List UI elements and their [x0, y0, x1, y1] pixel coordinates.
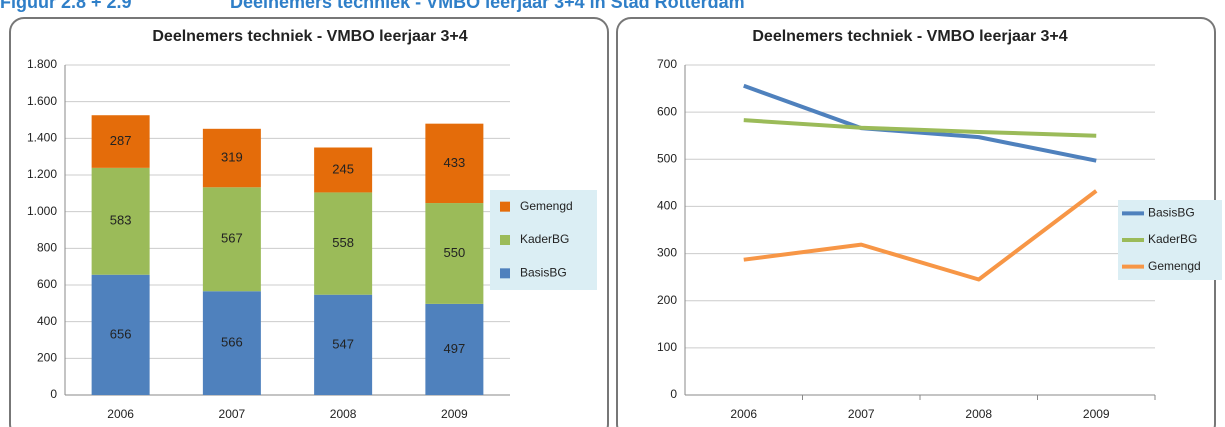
series-line	[743, 83, 1097, 163]
y-tick-label: 1.000	[27, 204, 57, 218]
chart-title: Deelnemers techniek - VMBO leerjaar 3+4	[152, 28, 467, 45]
bar-segment	[91, 115, 150, 168]
data-label: 566	[221, 335, 243, 350]
series-line	[743, 118, 1097, 138]
data-label: 550	[444, 245, 466, 260]
x-tick-label: 2006	[107, 407, 134, 421]
bar-segment	[202, 128, 261, 188]
chart-title: Deelnemers techniek - VMBO leerjaar 3+4	[752, 28, 1067, 45]
y-tick-label: 500	[657, 151, 677, 165]
legend-label: Gemengd	[520, 199, 573, 213]
y-tick-label: 800	[37, 241, 57, 255]
y-tick-label: 700	[657, 57, 677, 71]
bar-segment	[202, 291, 261, 395]
y-tick-label: 200	[37, 351, 57, 365]
x-tick-label: 2008	[330, 407, 357, 421]
bar-segment	[91, 167, 150, 275]
x-tick-label: 2009	[1083, 407, 1110, 421]
data-label: 287	[110, 133, 132, 148]
y-tick-label: 0	[670, 387, 677, 401]
bar-segment	[314, 147, 373, 193]
legend-label: BasisBG	[520, 266, 567, 280]
legend-label: KaderBG	[1148, 232, 1197, 246]
y-tick-label: 1.600	[27, 94, 57, 108]
bar-segment	[91, 274, 150, 395]
y-tick-label: 200	[657, 293, 677, 307]
bar-segment	[425, 123, 484, 204]
legend-label: Gemengd	[1148, 259, 1201, 273]
x-tick-label: 2006	[730, 407, 757, 421]
y-tick-label: 1.200	[27, 167, 57, 181]
series-line	[743, 189, 1098, 282]
x-tick-label: 2007	[219, 407, 246, 421]
x-tick-label: 2009	[441, 407, 468, 421]
data-label: 319	[221, 149, 243, 164]
y-tick-label: 400	[657, 199, 677, 213]
legend-swatch	[500, 235, 510, 245]
legend-label: KaderBG	[520, 232, 569, 246]
data-label: 547	[332, 336, 354, 351]
y-tick-label: 1.800	[27, 57, 57, 71]
bar-segment	[425, 303, 484, 395]
y-tick-label: 100	[657, 340, 677, 354]
x-tick-label: 2007	[848, 407, 875, 421]
figure-label: Figuur 2.8 + 2.9	[0, 0, 132, 12]
y-tick-label: 300	[657, 246, 677, 260]
data-label: 656	[110, 326, 132, 341]
data-label: 558	[332, 235, 354, 250]
bar-segment	[314, 192, 373, 295]
y-tick-label: 0	[50, 387, 57, 401]
y-tick-label: 600	[37, 277, 57, 291]
legend-swatch	[500, 201, 510, 212]
data-label: 497	[444, 341, 466, 356]
figure-title: Deelnemers techniek - VMBO leerjaar 3+4 …	[230, 0, 745, 12]
legend-swatch	[500, 268, 510, 279]
legend-label: BasisBG	[1148, 206, 1195, 220]
bar-segment	[202, 187, 261, 292]
data-label: 433	[444, 155, 466, 170]
bar-segment	[314, 294, 373, 395]
y-tick-label: 400	[37, 314, 57, 328]
bar-segment	[425, 203, 484, 304]
data-label: 567	[221, 231, 243, 246]
x-tick-label: 2008	[965, 407, 992, 421]
y-tick-label: 600	[657, 104, 677, 118]
data-label: 583	[110, 213, 132, 228]
y-tick-label: 1.400	[27, 131, 57, 145]
data-label: 245	[332, 161, 354, 176]
